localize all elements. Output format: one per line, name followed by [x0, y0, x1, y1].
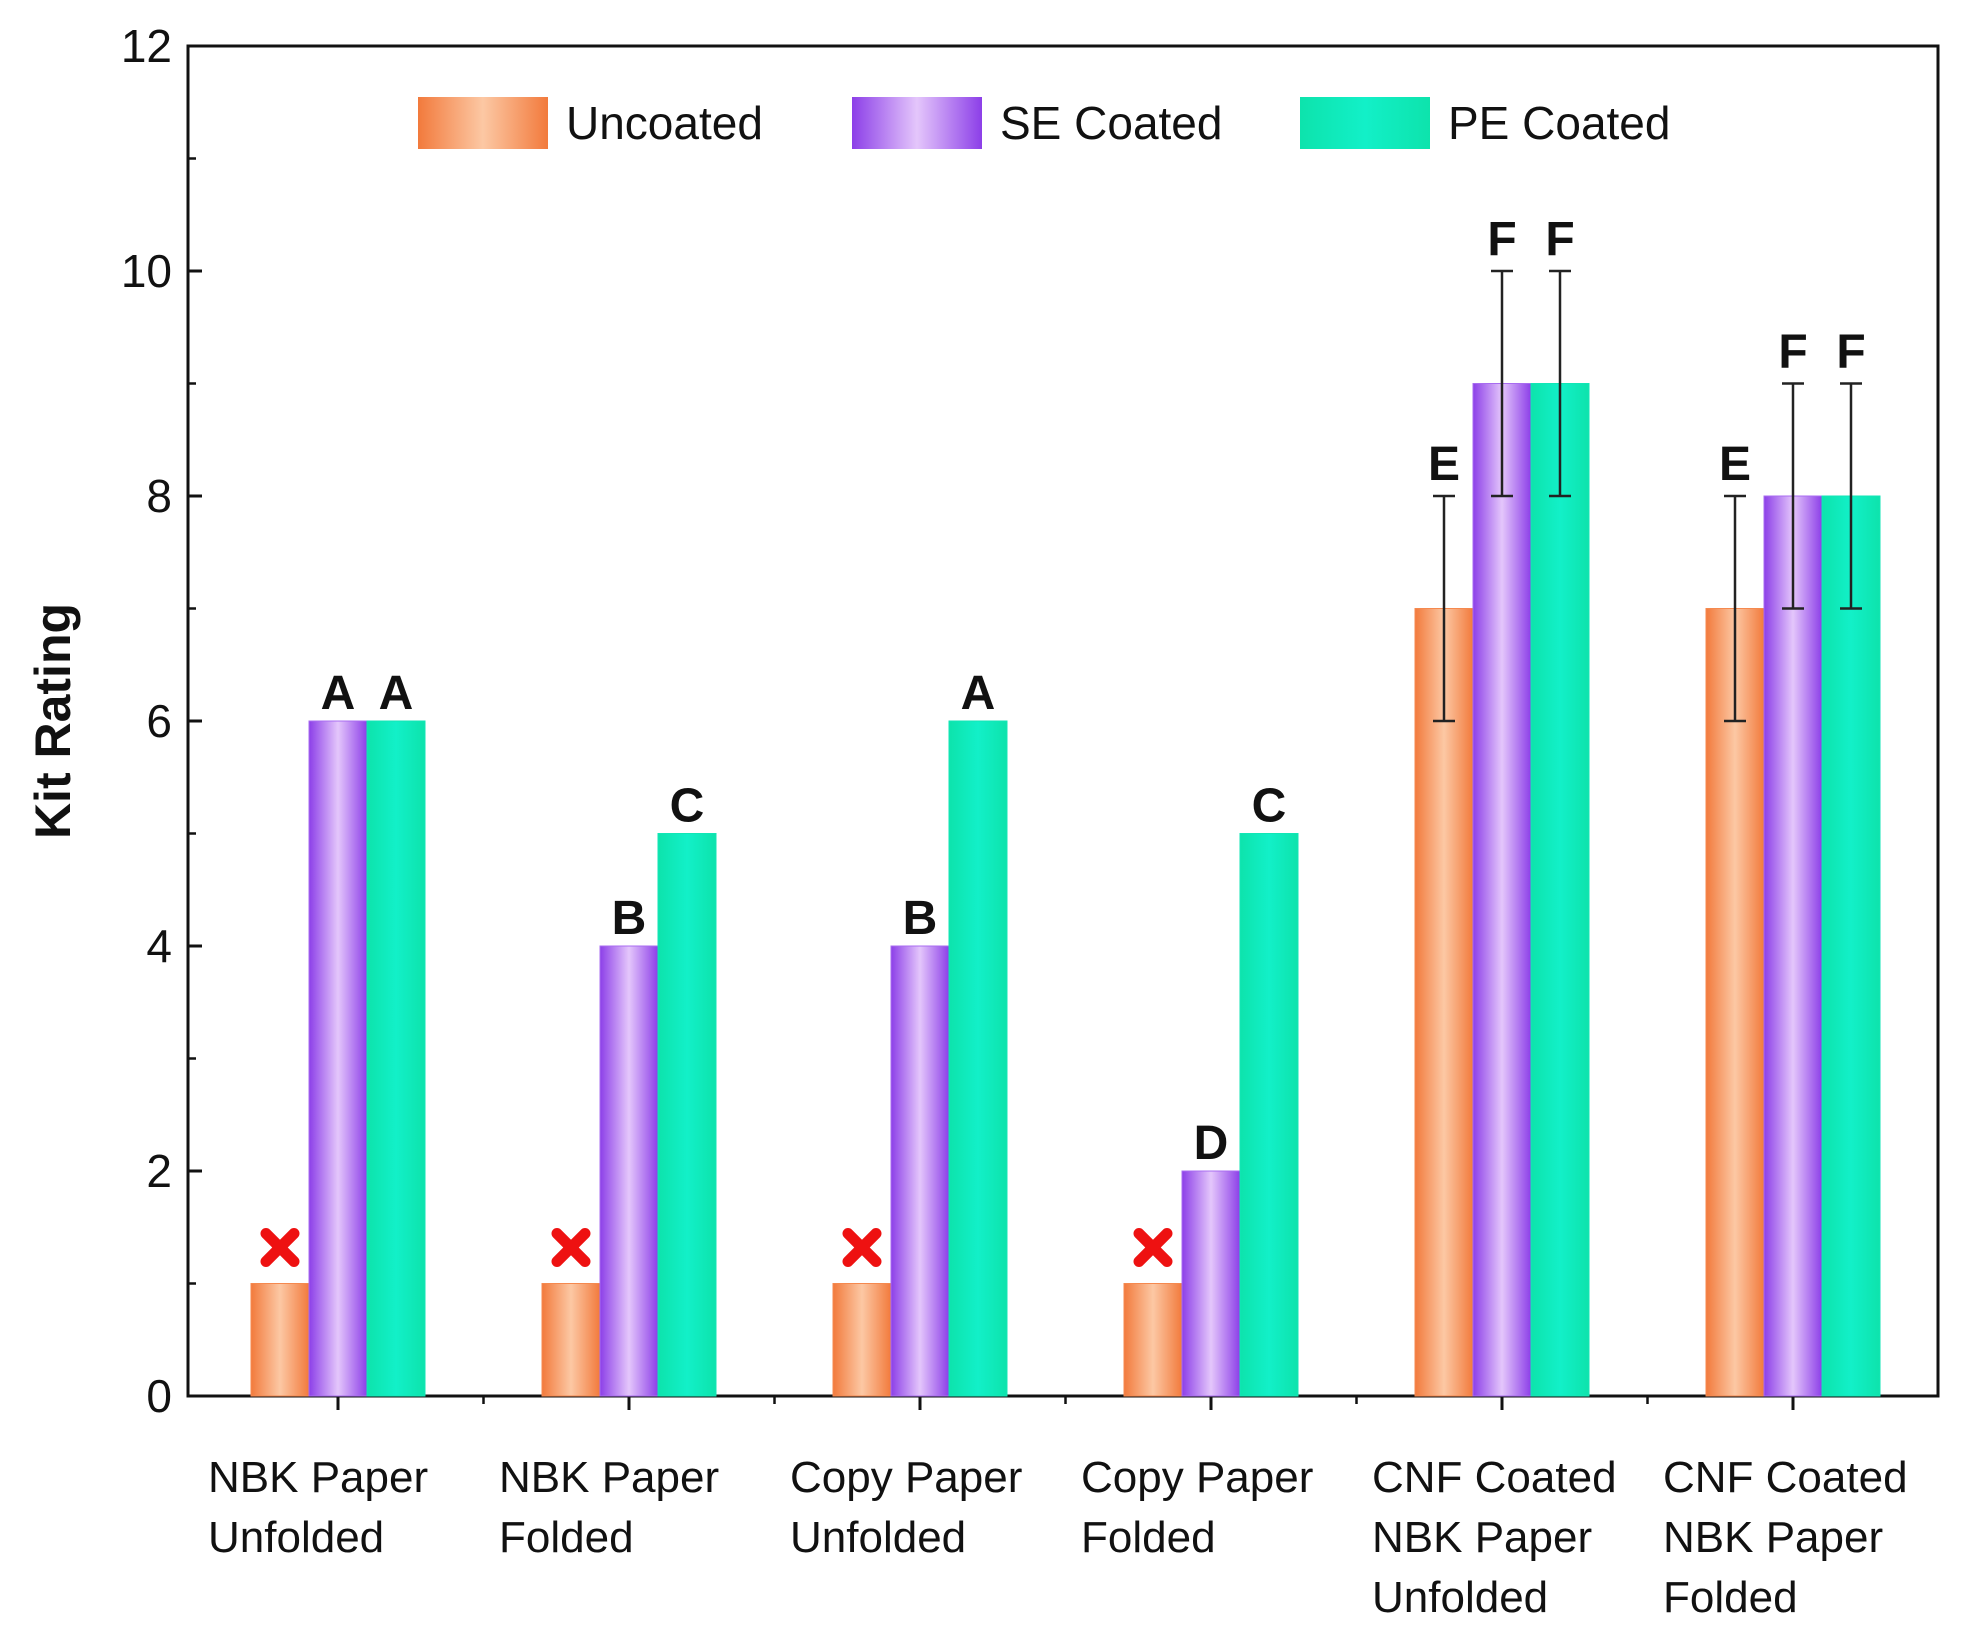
bars [250, 383, 1881, 1397]
significance-label: F [1836, 326, 1865, 379]
fail-x-icon [551, 1228, 591, 1267]
bar-pe-coated [1530, 383, 1590, 1397]
legend-label: SE Coated [1000, 97, 1222, 149]
legend-swatch [1300, 97, 1430, 149]
category-label: Copy Paper Unfolded [790, 1453, 1022, 1562]
category-label-line: Folded [1663, 1573, 1798, 1622]
bar-uncoated [1123, 1283, 1183, 1397]
bar-se-coated [308, 720, 368, 1397]
bar-pe-coated [948, 720, 1008, 1397]
category-label-line: Unfolded [208, 1513, 384, 1562]
y-tick-label: 8 [146, 470, 172, 522]
significance-label: C [670, 780, 705, 833]
category-label-line: Unfolded [790, 1513, 966, 1562]
fail-x-stroke [1133, 1228, 1173, 1267]
legend-swatch [418, 97, 548, 149]
category-label-line: Folded [499, 1513, 634, 1562]
bar-uncoated [250, 1283, 310, 1397]
bar-pe-coated [1239, 833, 1299, 1397]
bar-se-coated [890, 945, 950, 1397]
category-label-line: Copy Paper [1081, 1453, 1313, 1502]
bar-uncoated [1705, 608, 1765, 1397]
fail-x-stroke [551, 1228, 591, 1267]
significance-label: F [1545, 213, 1574, 266]
significance-label: A [961, 667, 996, 720]
bar-uncoated [1414, 608, 1474, 1397]
fail-x-icon [260, 1228, 300, 1267]
fail-x-icon [842, 1228, 882, 1267]
category-label: CNF Coated NBK Paper Unfolded [1372, 1453, 1617, 1622]
bar-se-coated [1181, 1170, 1241, 1397]
category-label: NBK Paper Folded [499, 1453, 719, 1562]
category-label-line: Folded [1081, 1513, 1216, 1562]
y-tick-label: 2 [146, 1145, 172, 1197]
y-tick-label: 4 [146, 920, 172, 972]
significance-label: A [321, 667, 356, 720]
legend-label: PE Coated [1448, 97, 1670, 149]
y-tick-label: 0 [146, 1370, 172, 1422]
category-label: Copy Paper Folded [1081, 1453, 1313, 1562]
significance-label: C [1252, 780, 1287, 833]
significance-label: F [1778, 326, 1807, 379]
bar-se-coated [1763, 495, 1823, 1397]
y-axis: 0 2 4 6 8 10 12 [121, 20, 202, 1422]
category-label: NBK Paper Unfolded [208, 1453, 428, 1562]
significance-label: D [1194, 1117, 1229, 1170]
category-label-line: CNF Coated [1372, 1453, 1617, 1502]
bar-pe-coated [366, 720, 426, 1397]
significance-label: F [1487, 213, 1516, 266]
category-label-line: NBK Paper [499, 1453, 719, 1502]
significance-label: A [379, 667, 414, 720]
significance-label: E [1719, 438, 1751, 491]
plot-frame [186, 44, 1940, 1398]
bar-se-coated [599, 945, 659, 1397]
y-tick-label: 6 [146, 695, 172, 747]
category-label-line: Unfolded [1372, 1573, 1548, 1622]
significance-label: E [1428, 438, 1460, 491]
bar-pe-coated [657, 833, 717, 1397]
bar-uncoated [832, 1283, 892, 1397]
fail-x-stroke [842, 1228, 882, 1267]
y-axis-title: Kit Rating [25, 603, 81, 839]
category-label-line: Copy Paper [790, 1453, 1022, 1502]
legend-swatch [852, 97, 982, 149]
bar-pe-coated [1821, 495, 1881, 1397]
category-label-line: NBK Paper [1663, 1513, 1883, 1562]
bar-se-coated [1472, 383, 1532, 1397]
category-label-line: NBK Paper [208, 1453, 428, 1502]
legend-label: Uncoated [566, 97, 763, 149]
fail-x-icon [1133, 1228, 1173, 1267]
fail-x-stroke [260, 1228, 300, 1267]
significance-label: B [903, 892, 938, 945]
category-label: CNF Coated NBK Paper Folded [1663, 1453, 1908, 1622]
category-label-line: NBK Paper [1372, 1513, 1592, 1562]
bar-uncoated [541, 1283, 601, 1397]
legend: Uncoated SE Coated PE Coated [418, 97, 1670, 149]
y-tick-label: 10 [121, 245, 172, 297]
y-tick-label: 12 [121, 20, 172, 72]
category-label-line: CNF Coated [1663, 1453, 1908, 1502]
significance-label: B [612, 892, 647, 945]
